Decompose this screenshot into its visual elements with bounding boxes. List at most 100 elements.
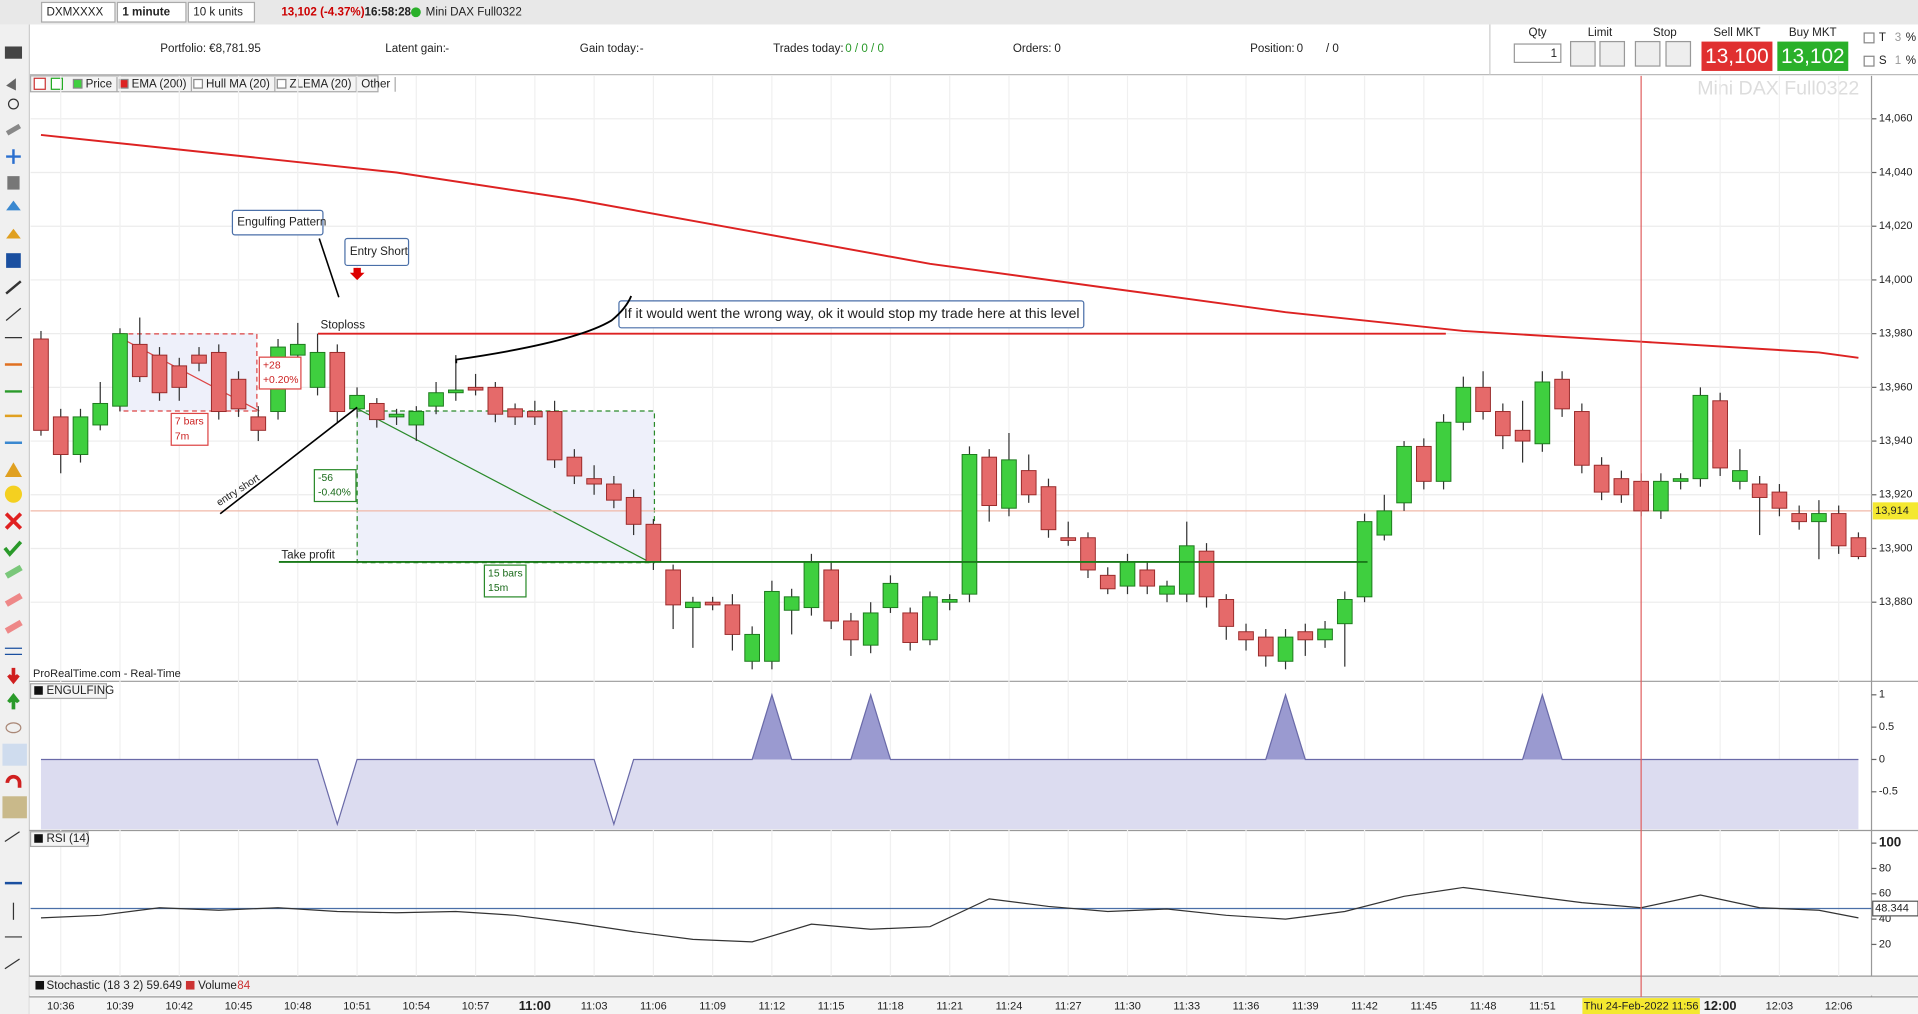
candle-body	[1356, 521, 1373, 598]
candle-body	[52, 416, 69, 455]
candle-body	[309, 351, 326, 388]
panel-label[interactable]: ENGULFING	[46, 684, 114, 697]
stop[interactable]: Stop	[1653, 26, 1677, 39]
t-value[interactable]: 3	[1895, 31, 1901, 44]
note: If it would went the wrong way, ok it wo…	[624, 305, 1080, 321]
tab-swatch	[118, 78, 129, 89]
rsi-tag	[1872, 900, 1918, 917]
x-tick-label: 11:42	[1351, 1001, 1378, 1013]
rsi-tag-label: 48.344	[1875, 902, 1909, 914]
measure-label-box	[313, 469, 357, 503]
x-tick-label: 11:06	[640, 1001, 667, 1013]
candle-body	[1712, 400, 1728, 469]
indicator-tab[interactable]: Other	[361, 77, 390, 90]
symbol[interactable]: DXMXXXX	[46, 5, 103, 18]
candle-body	[566, 456, 583, 477]
panel-label[interactable]: RSI (14)	[46, 832, 89, 845]
sell-label[interactable]: Sell MKT	[1713, 26, 1760, 39]
annotation-pointer	[318, 238, 340, 298]
annotation: Engulfing Pattern	[237, 216, 326, 229]
y-tick-label: 13,980	[1879, 328, 1913, 340]
candle-body	[1672, 478, 1689, 482]
qty[interactable]: 1	[1551, 47, 1557, 60]
source: ProRealTime.com - Real-Time	[33, 668, 181, 680]
annotation: Entry Short	[350, 245, 409, 258]
order-panel[interactable]	[1489, 24, 1875, 75]
candle-body	[1811, 513, 1827, 523]
candle-body	[1771, 491, 1788, 509]
candle-body	[1317, 628, 1333, 641]
y-tick-label: 14,060	[1879, 113, 1913, 125]
entry-line	[219, 406, 358, 515]
x-tick-label: 11:30	[1114, 1001, 1141, 1013]
candle-body	[941, 599, 958, 603]
candle-body	[1257, 636, 1274, 657]
candle-body	[961, 454, 978, 595]
buy-label[interactable]: Buy MKT	[1789, 26, 1837, 39]
s-toggle[interactable]: S	[1879, 54, 1887, 67]
cursor-label: Thu 24-Feb-2022 11:56	[1584, 1001, 1699, 1013]
portfolio-label: Portfolio:	[160, 42, 206, 55]
indicator-tab[interactable]: ZLEMA (20)	[290, 77, 352, 90]
x-tick-label: 11:51	[1529, 1001, 1556, 1013]
volume-label[interactable]: Volume	[198, 979, 237, 992]
candle-body	[1455, 386, 1472, 423]
tab-icon[interactable]	[33, 77, 46, 90]
rsi-line	[40, 886, 1859, 943]
gain-label: Gain today:	[580, 42, 639, 55]
x-tick-label: 11:45	[1410, 1001, 1437, 1013]
y-tick-label: 80	[1879, 862, 1891, 874]
y-tick-label: 14,040	[1879, 166, 1913, 178]
price-tag-label: 13,914	[1875, 505, 1909, 517]
x-tick-label: 11:21	[936, 1001, 963, 1013]
gain: -	[640, 42, 644, 55]
indicator-tab[interactable]: EMA (200)	[132, 77, 187, 90]
pct: %	[1906, 31, 1916, 44]
measure-label: -56	[318, 473, 333, 484]
s-value[interactable]: 1	[1895, 54, 1901, 67]
limit[interactable]: Limit	[1588, 26, 1613, 39]
entry-arrow	[349, 267, 365, 281]
toolbar-icons[interactable]	[2, 46, 27, 970]
candle-body	[862, 612, 879, 646]
candle-body	[922, 596, 938, 641]
candle-body	[388, 413, 405, 418]
candle-body	[1574, 411, 1590, 466]
candle-body	[882, 582, 899, 609]
measure-line	[356, 407, 652, 564]
qty-label: Qty	[1529, 26, 1547, 39]
buy-price[interactable]: 13,102	[1781, 45, 1845, 68]
candle-body	[665, 569, 681, 606]
candle-body	[546, 411, 563, 461]
candle-body	[843, 620, 859, 641]
sell-price[interactable]: 13,100	[1705, 45, 1769, 68]
units[interactable]: 10 k units	[193, 5, 243, 18]
candle-body	[33, 338, 49, 431]
candle-body	[131, 343, 148, 378]
tab-icon[interactable]	[50, 77, 63, 90]
candle-body	[1218, 599, 1235, 627]
candle-body	[744, 633, 760, 662]
t-toggle[interactable]: T	[1879, 31, 1886, 44]
indicator-tab[interactable]: Price	[86, 77, 112, 90]
stoploss-label: Stoploss	[320, 318, 365, 331]
measure-label: 7 bars	[175, 417, 204, 428]
y-tick-label: 14,020	[1879, 220, 1913, 232]
x-tick-label: 10:51	[343, 1001, 371, 1013]
x-tick-label: 10:42	[165, 1001, 193, 1013]
candle-body	[1415, 445, 1432, 482]
measure-label: 15m	[488, 583, 508, 594]
top-controls[interactable]	[40, 1, 421, 23]
candle-body	[764, 590, 780, 662]
candle-body	[685, 601, 701, 609]
panel-label-box	[29, 831, 89, 848]
measure-label: 7m	[175, 431, 189, 442]
candle-body	[645, 523, 662, 563]
x-tick-label: 12:00	[1704, 998, 1737, 1013]
stochastic-label[interactable]: Stochastic (18 3 2) 59.649	[46, 979, 182, 992]
panel-swatch	[34, 686, 43, 695]
x-tick-label: 11:48	[1470, 1001, 1497, 1013]
x-tick-label: 11:27	[1055, 1001, 1082, 1013]
quote: 13,102 (-4.37%)	[281, 5, 364, 18]
interval[interactable]: 1 minute	[122, 5, 170, 18]
